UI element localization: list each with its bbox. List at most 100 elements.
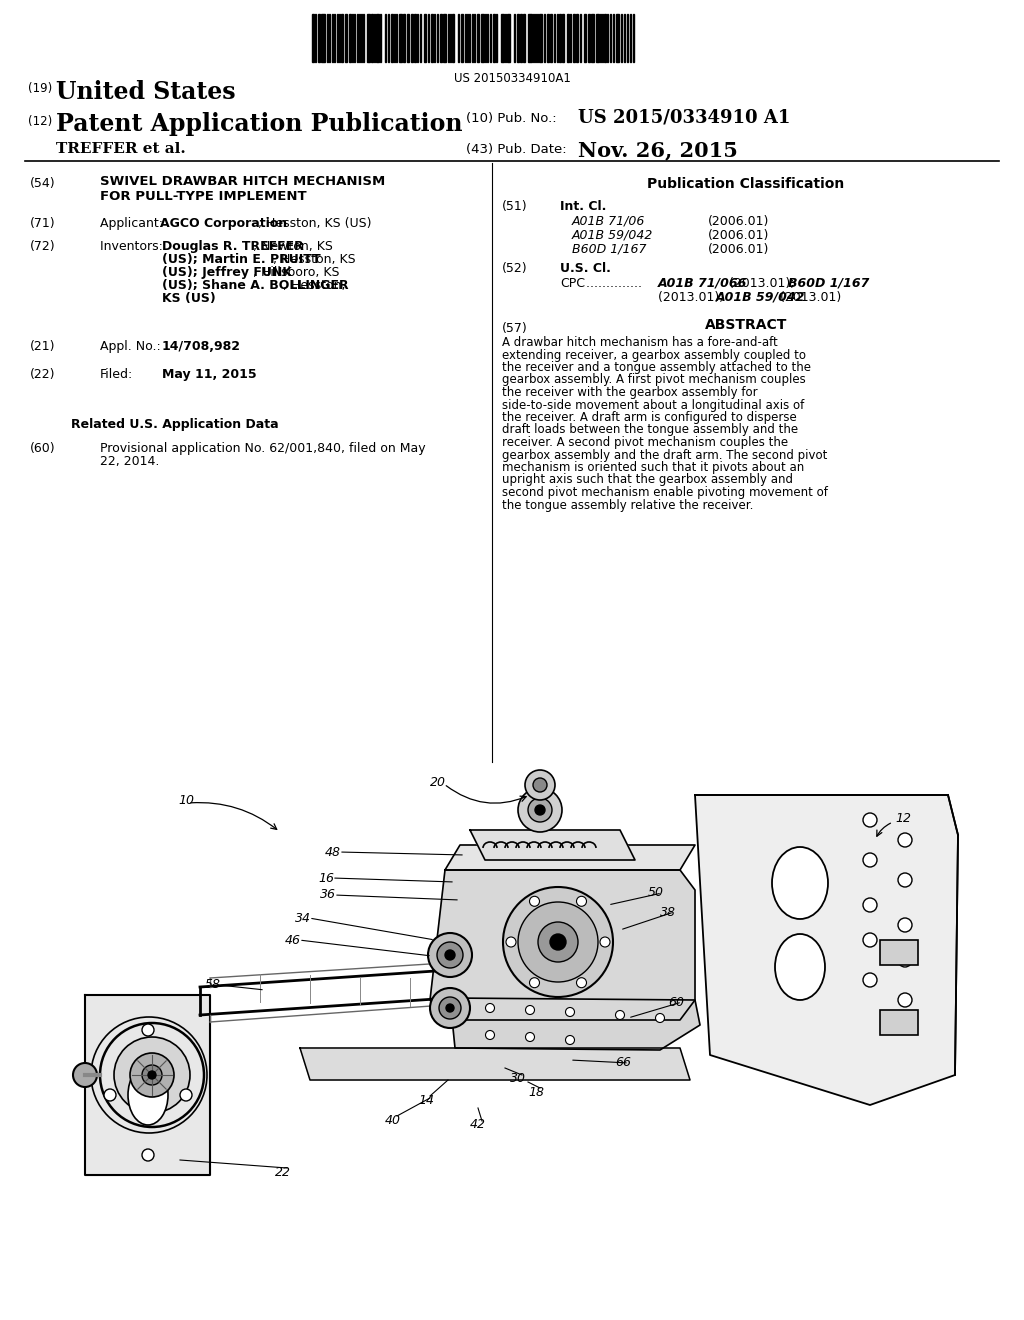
Bar xyxy=(501,15,504,62)
Text: second pivot mechanism enable pivoting movement of: second pivot mechanism enable pivoting m… xyxy=(502,486,827,499)
Text: May 11, 2015: May 11, 2015 xyxy=(162,368,257,381)
Bar xyxy=(880,1010,918,1035)
Text: Appl. No.:: Appl. No.: xyxy=(100,341,165,352)
Text: Inventors:: Inventors: xyxy=(100,240,167,253)
Circle shape xyxy=(565,1007,574,1016)
Text: 36: 36 xyxy=(319,888,336,902)
Text: 30: 30 xyxy=(510,1072,526,1085)
Polygon shape xyxy=(450,998,700,1049)
Polygon shape xyxy=(445,845,695,870)
Text: KS (US): KS (US) xyxy=(162,292,216,305)
Bar xyxy=(399,15,402,62)
Text: (71): (71) xyxy=(30,216,55,230)
Text: gearbox assembly and the draft arm. The second pivot: gearbox assembly and the draft arm. The … xyxy=(502,449,827,462)
Bar xyxy=(341,15,343,62)
Text: (60): (60) xyxy=(30,442,55,455)
Text: extending receiver, a gearbox assembly coupled to: extending receiver, a gearbox assembly c… xyxy=(502,348,806,362)
Circle shape xyxy=(518,788,562,832)
Circle shape xyxy=(577,978,587,987)
Bar xyxy=(517,15,519,62)
Bar xyxy=(407,15,409,62)
Bar xyxy=(604,15,606,62)
Text: Publication Classification: Publication Classification xyxy=(647,177,845,191)
Bar xyxy=(573,15,575,62)
Circle shape xyxy=(142,1065,162,1085)
Bar xyxy=(376,15,379,62)
Text: Related U.S. Application Data: Related U.S. Application Data xyxy=(72,418,279,432)
Bar xyxy=(391,15,393,62)
Text: Provisional application No. 62/001,840, filed on May: Provisional application No. 62/001,840, … xyxy=(100,442,426,455)
Bar xyxy=(443,15,446,62)
Text: (2006.01): (2006.01) xyxy=(708,243,769,256)
Text: (2006.01): (2006.01) xyxy=(708,228,769,242)
Circle shape xyxy=(863,853,877,867)
Polygon shape xyxy=(470,830,635,861)
Text: 14: 14 xyxy=(418,1093,434,1106)
Circle shape xyxy=(428,933,472,977)
Bar xyxy=(440,15,442,62)
Text: (2013.01);: (2013.01); xyxy=(725,277,799,290)
Bar xyxy=(461,15,463,62)
Text: (22): (22) xyxy=(30,368,55,381)
Circle shape xyxy=(73,1063,97,1086)
Text: Filed:: Filed: xyxy=(100,368,133,381)
Circle shape xyxy=(898,953,912,968)
Circle shape xyxy=(898,993,912,1007)
Text: (2006.01): (2006.01) xyxy=(708,215,769,228)
Text: , Hesston, KS (US): , Hesston, KS (US) xyxy=(258,216,372,230)
Text: (12): (12) xyxy=(28,115,52,128)
Bar xyxy=(431,15,433,62)
Text: 48: 48 xyxy=(325,846,341,858)
Text: (54): (54) xyxy=(30,177,55,190)
Circle shape xyxy=(863,933,877,946)
Bar xyxy=(481,15,484,62)
Bar xyxy=(559,15,561,62)
Circle shape xyxy=(439,997,461,1019)
Text: FOR PULL-TYPE IMPLEMENT: FOR PULL-TYPE IMPLEMENT xyxy=(100,190,306,203)
Text: side-to-side movement about a longitudinal axis of: side-to-side movement about a longitudin… xyxy=(502,399,804,412)
Circle shape xyxy=(506,937,516,946)
Text: , Hesston,: , Hesston, xyxy=(284,279,346,292)
Text: (57): (57) xyxy=(502,322,527,335)
Polygon shape xyxy=(85,995,210,1175)
Bar xyxy=(507,15,510,62)
Text: mechanism is oriented such that it pivots about an: mechanism is oriented such that it pivot… xyxy=(502,461,804,474)
Circle shape xyxy=(180,1089,193,1101)
Bar xyxy=(547,15,549,62)
Text: (US); Jeffrey FUNK: (US); Jeffrey FUNK xyxy=(162,267,292,279)
Circle shape xyxy=(538,921,578,962)
Text: US 20150334910A1: US 20150334910A1 xyxy=(454,73,570,84)
Text: Nov. 26, 2015: Nov. 26, 2015 xyxy=(578,140,738,160)
Circle shape xyxy=(430,987,470,1028)
Text: , Hesston, KS: , Hesston, KS xyxy=(273,253,355,267)
Circle shape xyxy=(528,799,552,822)
Polygon shape xyxy=(300,1048,690,1080)
Circle shape xyxy=(142,1024,154,1036)
Text: US 2015/0334910 A1: US 2015/0334910 A1 xyxy=(578,110,791,127)
Text: , Newton, KS: , Newton, KS xyxy=(253,240,333,253)
Circle shape xyxy=(535,805,545,814)
Circle shape xyxy=(130,1053,174,1097)
Text: Douglas R. TREFFER: Douglas R. TREFFER xyxy=(162,240,304,253)
Text: (US); Martin E. PRUITT: (US); Martin E. PRUITT xyxy=(162,253,321,267)
Circle shape xyxy=(898,917,912,932)
Ellipse shape xyxy=(772,847,828,919)
Text: 18: 18 xyxy=(528,1085,544,1098)
Bar xyxy=(414,15,416,62)
Text: B60D 1/167: B60D 1/167 xyxy=(788,277,869,290)
Text: 12: 12 xyxy=(895,812,911,825)
Bar xyxy=(591,15,594,62)
Text: A01B 71/06: A01B 71/06 xyxy=(572,215,645,228)
Text: 50: 50 xyxy=(648,887,664,899)
Circle shape xyxy=(863,973,877,987)
Bar xyxy=(523,15,525,62)
Text: gearbox assembly. A first pivot mechanism couples: gearbox assembly. A first pivot mechanis… xyxy=(502,374,806,387)
Circle shape xyxy=(485,1003,495,1012)
Circle shape xyxy=(565,1035,574,1044)
Bar xyxy=(371,15,373,62)
Circle shape xyxy=(550,935,566,950)
Ellipse shape xyxy=(128,1065,168,1125)
Text: the tongue assembly relative the receiver.: the tongue assembly relative the receive… xyxy=(502,499,754,511)
Text: AGCO Corporation: AGCO Corporation xyxy=(160,216,287,230)
Circle shape xyxy=(529,978,540,987)
